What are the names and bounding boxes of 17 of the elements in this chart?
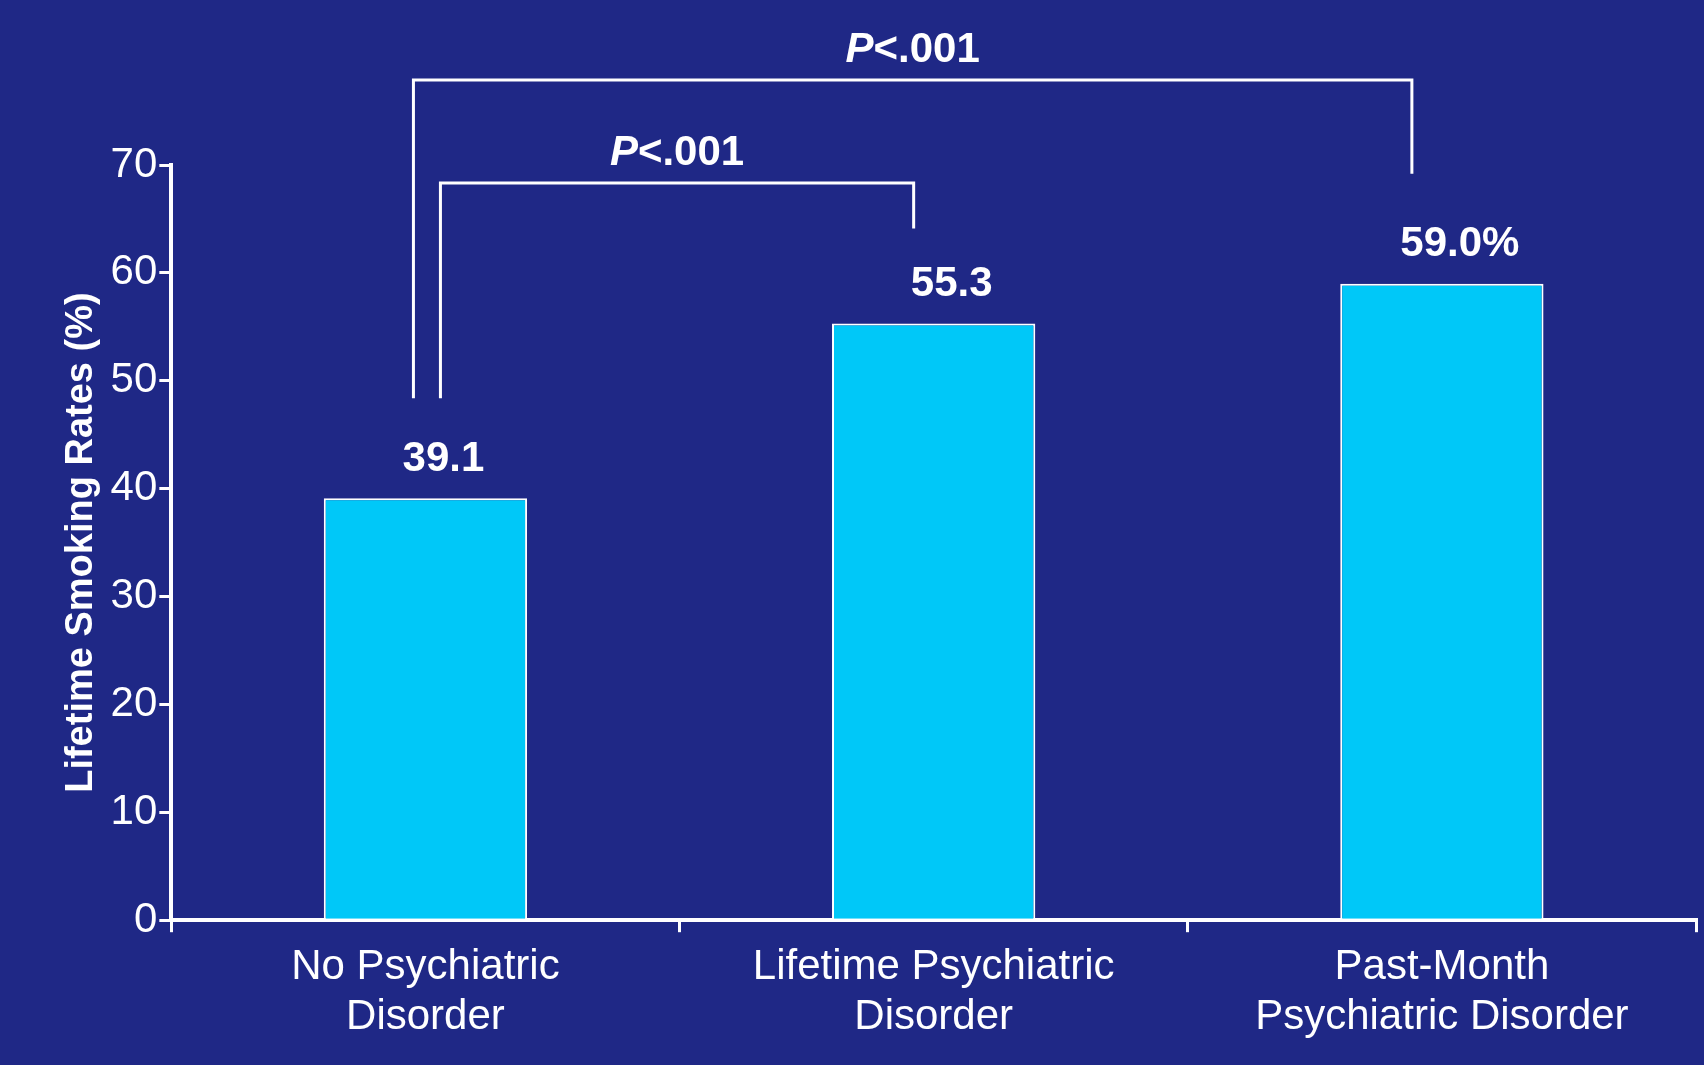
data-label: 39.1 bbox=[402, 432, 485, 480]
y-tick-label: 30 bbox=[110, 570, 158, 618]
x-tick-label: No Psychiatric Disorder bbox=[291, 940, 560, 1039]
data-label: 55.3 bbox=[910, 258, 993, 306]
text: P<.001 bbox=[845, 24, 980, 71]
y-tick-label: 70 bbox=[110, 138, 158, 186]
y-tick-label: 50 bbox=[110, 354, 158, 402]
y-tick-label: 60 bbox=[110, 246, 158, 294]
x-tick-label: Lifetime Psychiatric Disorder bbox=[752, 940, 1115, 1039]
y-tick-label: 20 bbox=[110, 678, 158, 726]
y-tick-label: 40 bbox=[110, 462, 158, 510]
y-tick-label: 10 bbox=[110, 785, 158, 833]
x-tick-label: Past-Month Psychiatric Disorder bbox=[1255, 940, 1629, 1039]
y-tick-label: 0 bbox=[133, 893, 158, 941]
data-label: 59.0% bbox=[1400, 218, 1520, 266]
y-axis-title: Lifetime Smoking Rates (%) bbox=[58, 292, 101, 793]
annotation: P<.001 bbox=[609, 127, 745, 174]
